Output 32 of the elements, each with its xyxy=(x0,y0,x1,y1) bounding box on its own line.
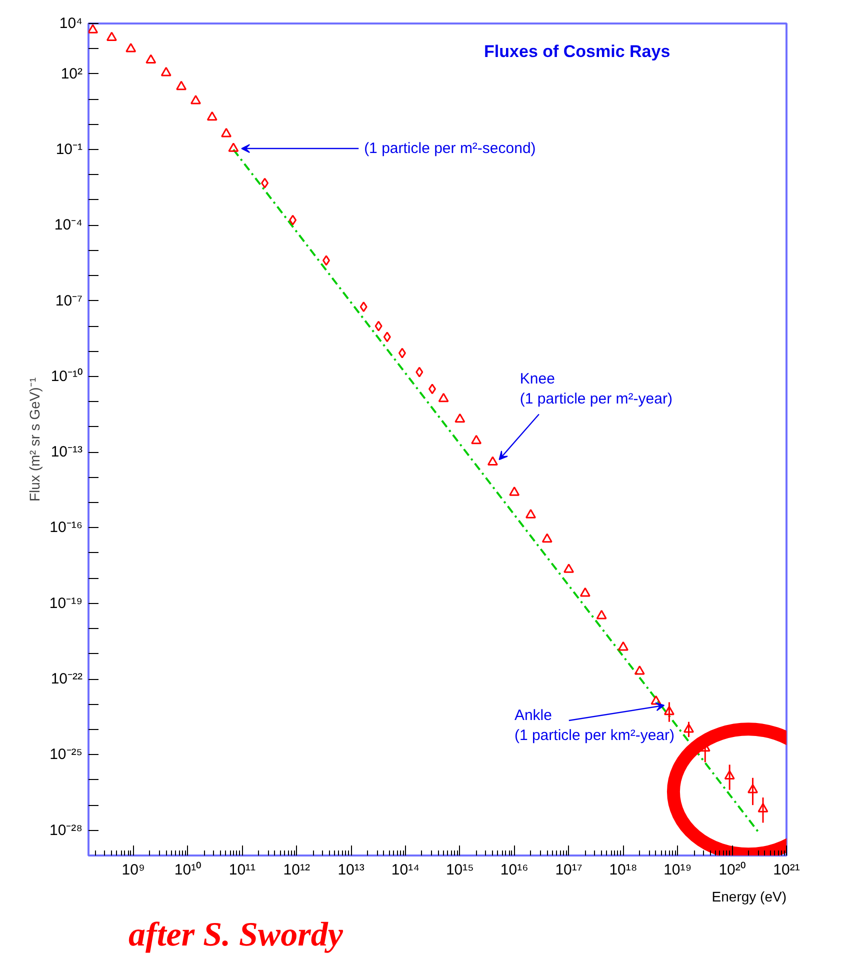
y-tick-label: 10⁻¹⁶ xyxy=(50,519,83,536)
x-tick-label: 10¹⁴ xyxy=(391,862,420,878)
x-tick-label: 10¹⁹ xyxy=(664,862,692,878)
annotation: Knee (1 particle per m²-year) xyxy=(520,370,672,408)
x-tick-label: 10¹⁵ xyxy=(446,862,474,878)
x-tick-label: 10¹² xyxy=(283,862,310,878)
y-tick-label: 10⁻²⁵ xyxy=(50,746,83,764)
y-tick-label: 10⁻²⁸ xyxy=(49,822,83,839)
x-tick-label: 10¹⁶ xyxy=(500,862,528,878)
y-tick-label: 10⁻¹ xyxy=(56,141,83,158)
x-tick-label: 10¹⁷ xyxy=(555,862,582,878)
annotation: (1 particle per m²-second) xyxy=(364,140,536,158)
y-axis-title: Flux (m² sr s GeV)⁻¹ xyxy=(26,377,42,502)
text: after S. Swordy xyxy=(128,916,344,954)
y-tick-label: 10² xyxy=(60,65,83,82)
y-tick-label: 10⁻⁷ xyxy=(55,292,83,310)
x-tick-label: 10¹³ xyxy=(338,862,364,878)
x-axis-title: Energy (eV) xyxy=(712,888,787,904)
y-tick-label: 10⁻²² xyxy=(50,670,83,688)
x-tick-label: 10⁹ xyxy=(122,862,145,878)
y-tick-label: 10⁻¹⁹ xyxy=(49,594,83,612)
y-tick-label: 10⁻¹³ xyxy=(50,444,83,461)
x-tick-label: 10¹¹ xyxy=(228,862,256,878)
y-tick-label: 10⁻⁴ xyxy=(54,216,83,234)
x-tick-label: 10²¹ xyxy=(773,862,800,878)
x-tick-label: 10¹⁰ xyxy=(174,862,202,878)
y-tick-label: 10⁴ xyxy=(59,15,83,32)
x-tick-label: 10²⁰ xyxy=(718,862,746,878)
text: Fluxes of Cosmic Rays xyxy=(484,42,670,61)
y-tick-label: 10⁻¹⁰ xyxy=(50,368,83,385)
x-tick-label: 10¹⁸ xyxy=(609,862,638,878)
annotation: Ankle (1 particle per km²-year) xyxy=(514,706,675,744)
